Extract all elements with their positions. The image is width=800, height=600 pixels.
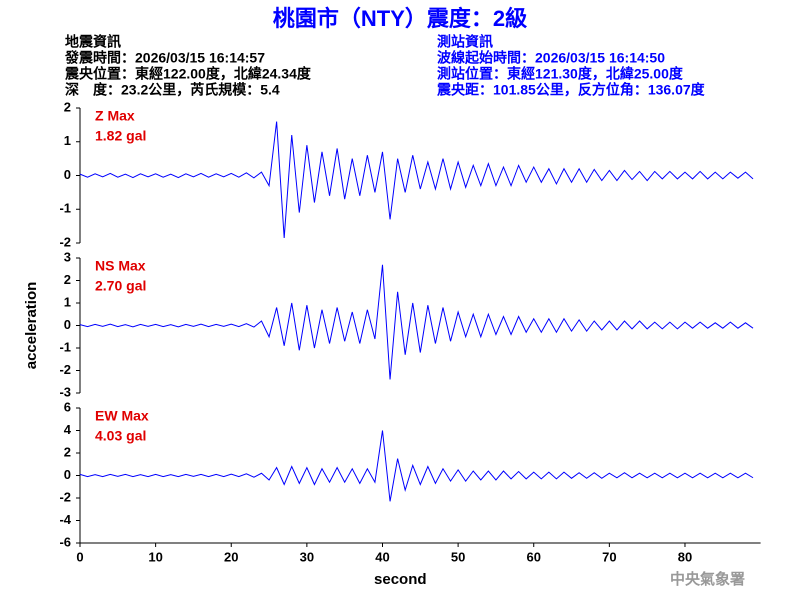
y-tick-label: 2 bbox=[64, 444, 71, 459]
x-tick-label: 70 bbox=[602, 549, 616, 564]
y-tick-label: -3 bbox=[59, 384, 71, 399]
x-tick-label: 50 bbox=[451, 549, 465, 564]
info-text: 波線起始時間：2026/03/15 16:14:50 bbox=[437, 50, 665, 66]
y-tick-label: 1 bbox=[64, 294, 71, 309]
x-tick-label: 40 bbox=[375, 549, 389, 564]
x-axis-label: second bbox=[374, 571, 427, 588]
x-tick-label: 80 bbox=[678, 549, 692, 564]
y-tick-label: 2 bbox=[64, 272, 71, 287]
y-tick-label: -6 bbox=[59, 534, 71, 549]
info-text: 地震資訊 bbox=[65, 34, 121, 50]
info-text: 測站資訊 bbox=[437, 34, 493, 50]
y-tick-label: 4 bbox=[64, 422, 72, 437]
y-tick-label: -2 bbox=[59, 362, 71, 377]
y-tick-label: -2 bbox=[59, 234, 71, 249]
y-tick-label: 0 bbox=[64, 317, 71, 332]
annotation: NS Max bbox=[95, 258, 146, 274]
y-tick-label: -2 bbox=[59, 489, 71, 504]
y-tick-label: 6 bbox=[64, 399, 71, 414]
chart-title: 桃園市（NTY）震度：2級 bbox=[273, 6, 527, 31]
annotation: EW Max bbox=[95, 408, 149, 424]
y-axis-label: acceleration bbox=[23, 282, 40, 370]
y-tick-label: 1 bbox=[64, 133, 71, 148]
info-text: 震央距：101.85公里，反方位角：136.07度 bbox=[436, 82, 706, 98]
y-tick-label: 3 bbox=[64, 249, 71, 264]
x-tick-label: 60 bbox=[526, 549, 540, 564]
footer: 中央氣象署 bbox=[670, 570, 745, 588]
y-tick-label: -4 bbox=[59, 512, 71, 527]
x-tick-label: 30 bbox=[300, 549, 314, 564]
x-tick-label: 10 bbox=[148, 549, 162, 564]
annotation: 4.03 gal bbox=[95, 428, 146, 444]
y-tick-label: -1 bbox=[59, 201, 71, 216]
y-tick-label: -1 bbox=[59, 339, 71, 354]
annotation: 1.82 gal bbox=[95, 128, 146, 144]
info-text: 震央位置：東經122.00度，北緯24.34度 bbox=[64, 66, 312, 82]
y-tick-label: 2 bbox=[64, 99, 71, 114]
annotation: 2.70 gal bbox=[95, 278, 146, 294]
waveform bbox=[79, 430, 754, 502]
info-text: 發震時間：2026/03/15 16:14:57 bbox=[64, 50, 265, 66]
waveform bbox=[79, 264, 754, 380]
y-tick-label: 0 bbox=[64, 167, 71, 182]
info-text: 深 度：23.2公里，芮氏規模：5.4 bbox=[65, 82, 280, 98]
annotation: Z Max bbox=[95, 108, 135, 124]
waveform bbox=[79, 121, 754, 238]
info-text: 測站位置：東經121.30度，北緯25.00度 bbox=[437, 66, 684, 82]
x-tick-label: 0 bbox=[76, 549, 83, 564]
y-tick-label: 0 bbox=[64, 467, 71, 482]
x-tick-label: 20 bbox=[224, 549, 238, 564]
